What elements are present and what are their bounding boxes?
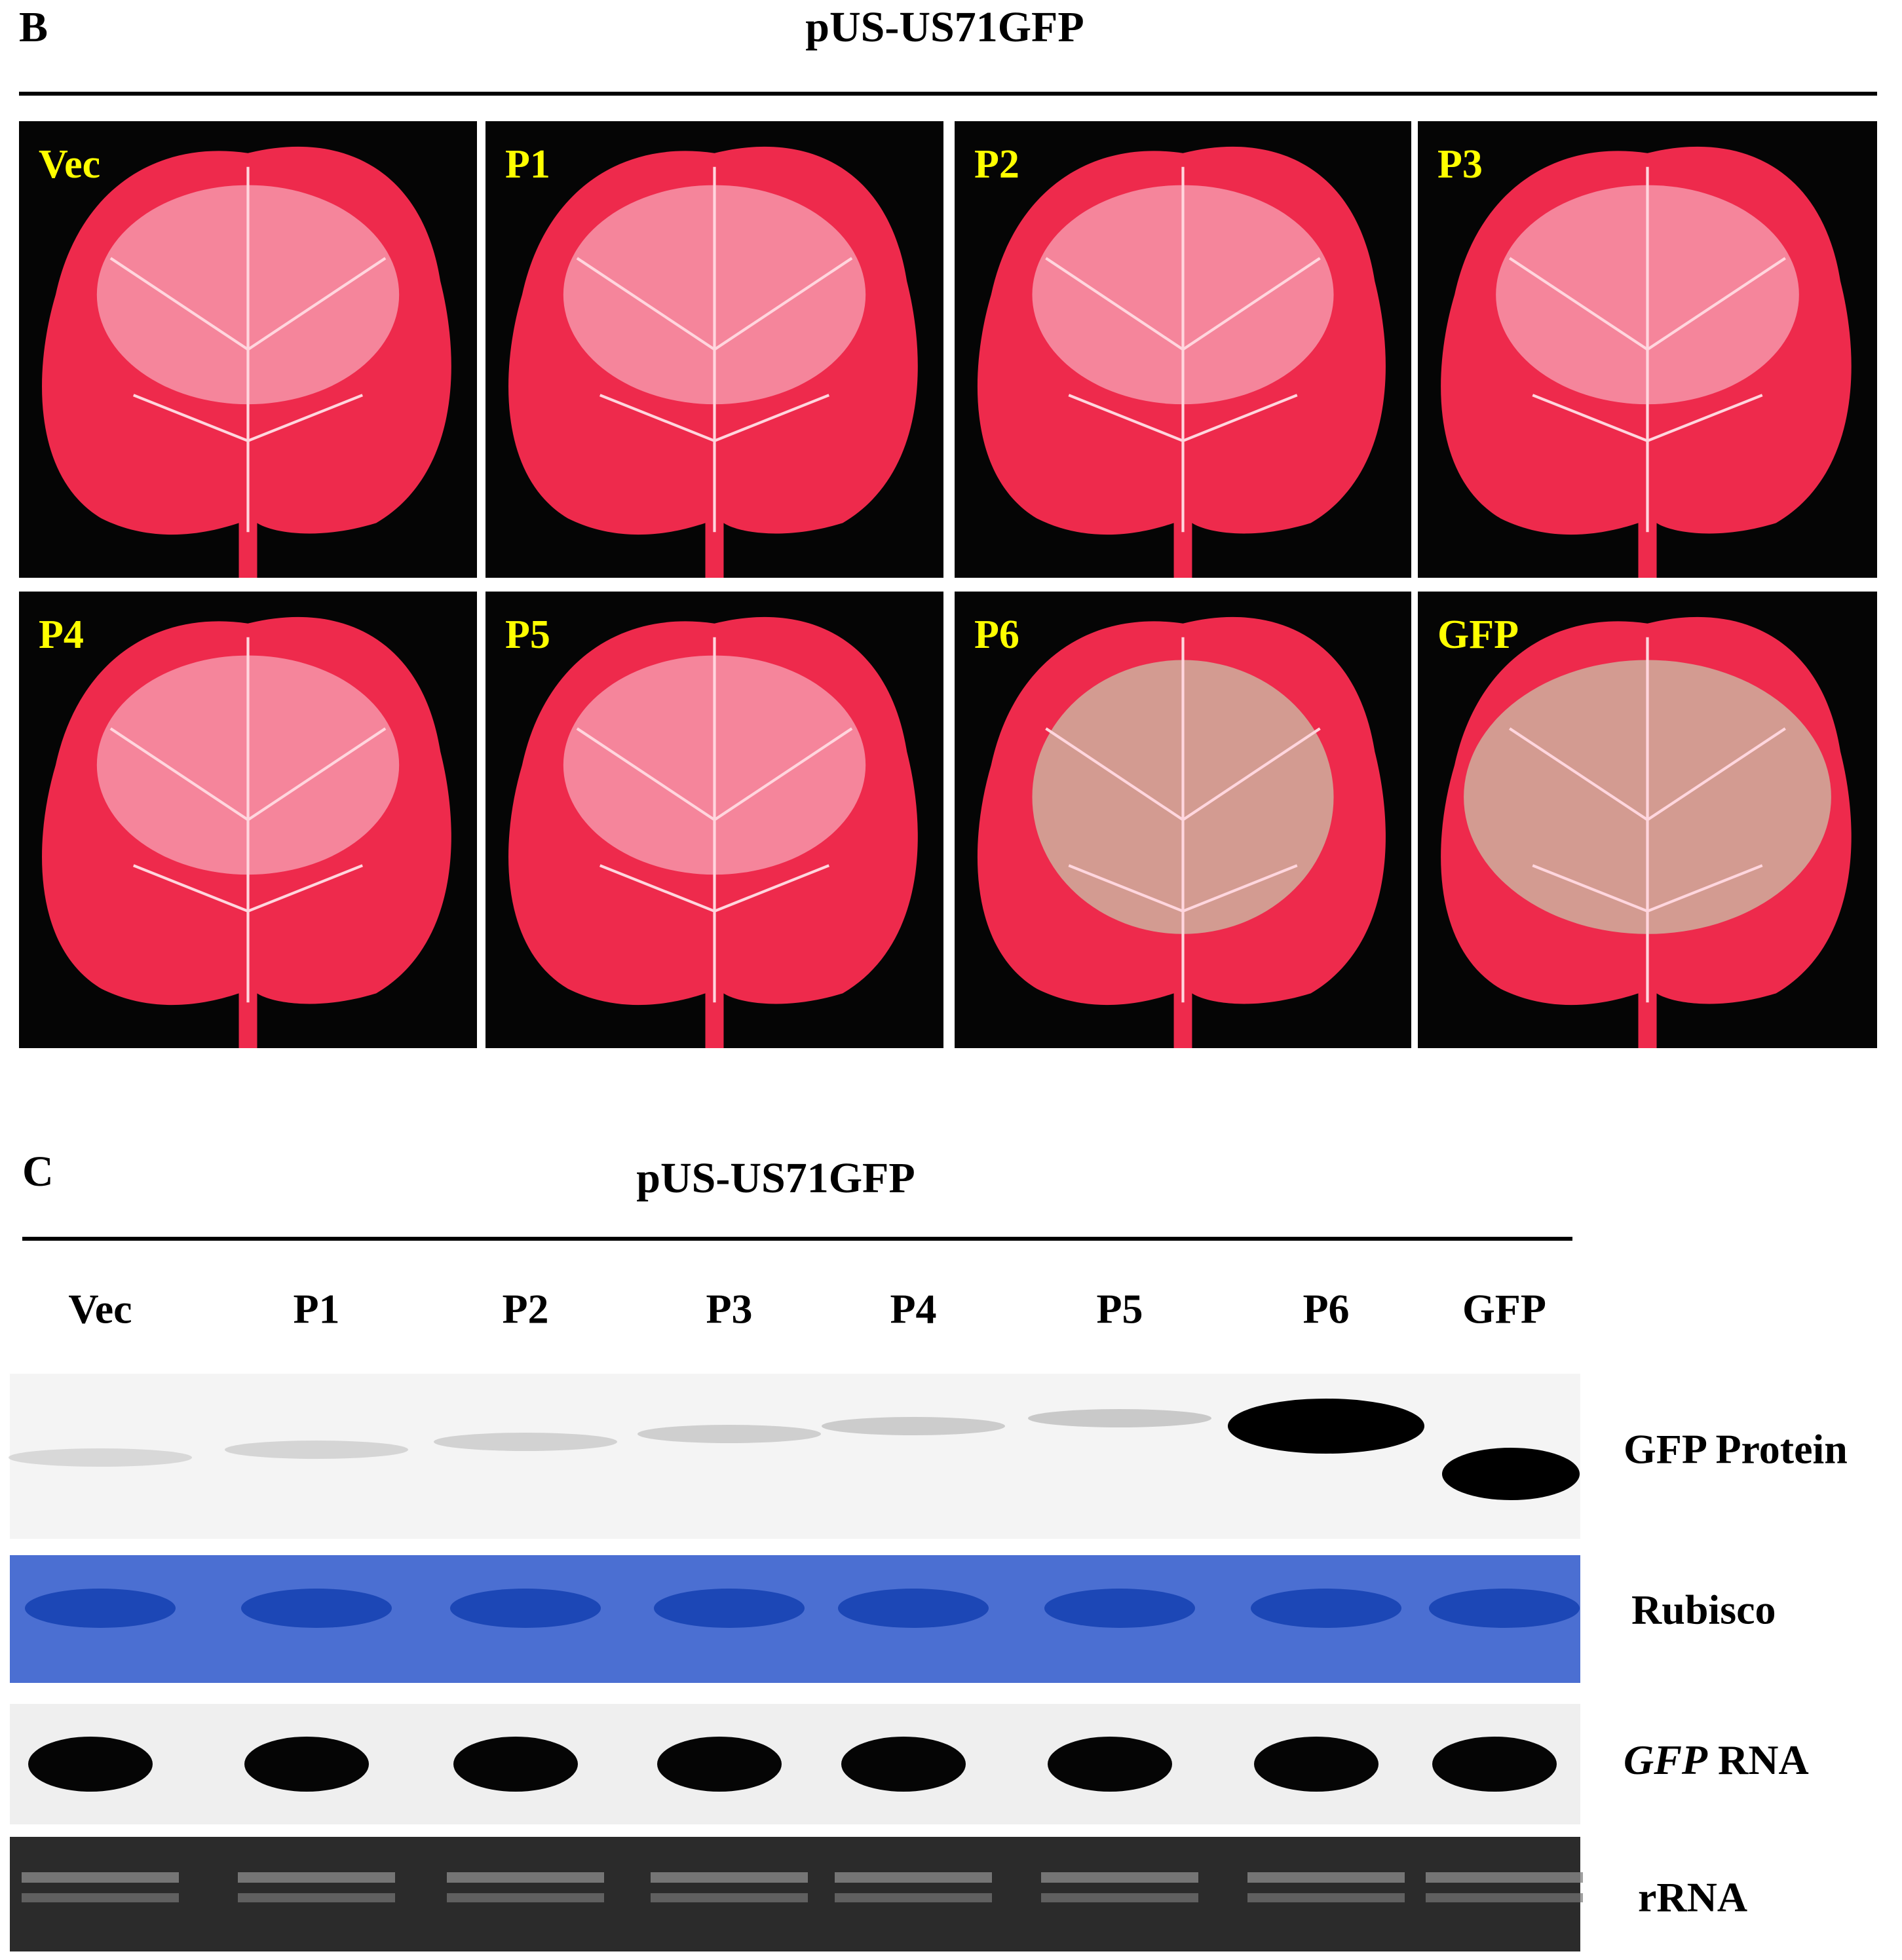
lane-label: Vec [68, 1286, 132, 1332]
protein-band [434, 1433, 617, 1451]
lane-label: P3 [706, 1286, 752, 1332]
rrna-band [22, 1872, 179, 1883]
leaf [977, 146, 1386, 578]
rubisco-band [241, 1589, 392, 1628]
rrna-band [447, 1893, 604, 1902]
rrna-band [651, 1893, 808, 1902]
rrna-band [22, 1893, 179, 1902]
leaf-vein [1509, 166, 1786, 533]
rubisco-band [25, 1589, 176, 1628]
leaf-vein [576, 166, 853, 533]
row-label-rest: RNA [1718, 1737, 1809, 1783]
rrna-band [1041, 1893, 1198, 1902]
lane-label: P5 [1096, 1286, 1143, 1332]
leaf [977, 616, 1386, 1048]
leaf-vein [1509, 637, 1786, 1003]
lane-label: P1 [293, 1286, 339, 1332]
leaf [42, 616, 451, 1048]
rna-band [453, 1737, 578, 1792]
rrna-band [1041, 1872, 1198, 1883]
leaf-vein [576, 637, 853, 1003]
rubisco-band [838, 1589, 989, 1628]
row-label: rRNA [1638, 1874, 1747, 1921]
protein-band [225, 1441, 408, 1459]
lane-label: P6 [1303, 1286, 1349, 1332]
rubisco-band [1044, 1589, 1195, 1628]
leaf [508, 616, 918, 1048]
leaf-vein [109, 166, 387, 533]
leaf-label: P1 [505, 142, 550, 187]
leaf [1441, 146, 1852, 578]
leaf-label: P5 [505, 612, 550, 657]
panel-title: pUS-US71GFP [636, 1154, 915, 1202]
rna-band [244, 1737, 369, 1792]
rrna-band [651, 1872, 808, 1883]
rrna-band [1426, 1872, 1583, 1883]
rrna-band [835, 1893, 992, 1902]
protein-blot [10, 1374, 1580, 1539]
panel-title: pUS-US71GFP [805, 3, 1084, 51]
leaf-label: P6 [974, 612, 1019, 657]
leaf-label: P3 [1437, 142, 1483, 187]
lane-label: P4 [890, 1286, 936, 1332]
rrna-band [835, 1872, 992, 1883]
rubisco-band [654, 1589, 805, 1628]
rna-band [28, 1737, 153, 1792]
leaf-vein [1045, 637, 1321, 1003]
lane-label: GFP [1462, 1286, 1546, 1332]
rna-band [1432, 1737, 1557, 1792]
rrna-band [1247, 1893, 1405, 1902]
rubisco-band [1251, 1589, 1401, 1628]
protein-band [822, 1417, 1005, 1435]
leaf-label: P4 [39, 612, 84, 657]
rrna-band [1426, 1893, 1583, 1902]
rrna-band [238, 1872, 395, 1883]
protein-band [1228, 1399, 1424, 1454]
leaf [1441, 616, 1852, 1048]
rna-band [841, 1737, 966, 1792]
row-label-italic: GFP [1624, 1737, 1708, 1783]
protein-band [1028, 1409, 1211, 1427]
rna-band [1048, 1737, 1172, 1792]
row-label: Rubisco [1631, 1587, 1776, 1633]
rubisco-band [450, 1589, 601, 1628]
leaf-vein [109, 637, 387, 1003]
panel-label: C [22, 1148, 54, 1196]
rubisco-band [1429, 1589, 1580, 1628]
leaf-label: Vec [39, 142, 100, 187]
rrna-band [447, 1872, 604, 1883]
leaf-label: GFP [1437, 612, 1519, 657]
leaf-vein [1045, 166, 1321, 533]
rna-band [657, 1737, 782, 1792]
leaf [508, 146, 918, 578]
protein-band [637, 1425, 821, 1443]
protein-band [1442, 1448, 1580, 1500]
panel-label: B [19, 3, 48, 51]
protein-band [9, 1448, 192, 1467]
rna-band [1254, 1737, 1379, 1792]
leaf-label: P2 [974, 142, 1019, 187]
lane-label: P2 [502, 1286, 548, 1332]
leaf [42, 146, 451, 578]
rrna-band [1247, 1872, 1405, 1883]
row-label: GFP Protein [1624, 1426, 1848, 1473]
row-label: GFP RNA [1624, 1737, 1809, 1783]
rrna-band [238, 1893, 395, 1902]
